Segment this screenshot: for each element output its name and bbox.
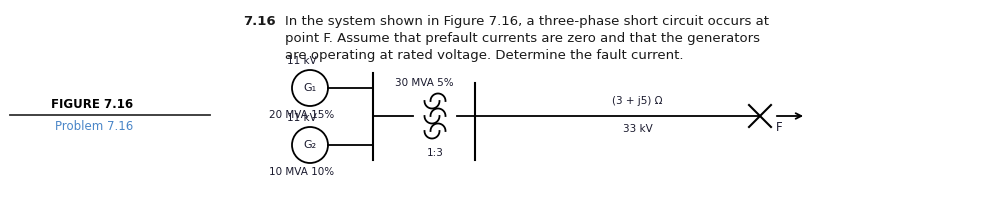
Text: 1:3: 1:3 bbox=[426, 148, 443, 158]
Text: are operating at rated voltage. Determine the fault current.: are operating at rated voltage. Determin… bbox=[285, 49, 683, 62]
Text: (3 + j5) Ω: (3 + j5) Ω bbox=[613, 96, 662, 106]
Text: 11 kV: 11 kV bbox=[287, 113, 317, 123]
Text: In the system shown in Figure 7.16, a three-phase short circuit occurs at: In the system shown in Figure 7.16, a th… bbox=[285, 15, 769, 28]
Text: 10 MVA 10%: 10 MVA 10% bbox=[270, 167, 335, 177]
Text: 33 kV: 33 kV bbox=[622, 124, 652, 134]
Text: point F. Assume that prefault currents are zero and that the generators: point F. Assume that prefault currents a… bbox=[285, 32, 760, 45]
Text: 30 MVA 5%: 30 MVA 5% bbox=[395, 78, 453, 88]
Text: 11 kV: 11 kV bbox=[287, 56, 317, 66]
Text: FIGURE 7.16: FIGURE 7.16 bbox=[51, 98, 133, 111]
Text: Problem 7.16: Problem 7.16 bbox=[55, 121, 133, 134]
Text: G₁: G₁ bbox=[304, 83, 317, 93]
Text: 7.16: 7.16 bbox=[243, 15, 276, 28]
Text: 20 MVA 15%: 20 MVA 15% bbox=[269, 110, 335, 120]
Text: G₂: G₂ bbox=[304, 140, 317, 150]
Text: F: F bbox=[776, 121, 783, 134]
